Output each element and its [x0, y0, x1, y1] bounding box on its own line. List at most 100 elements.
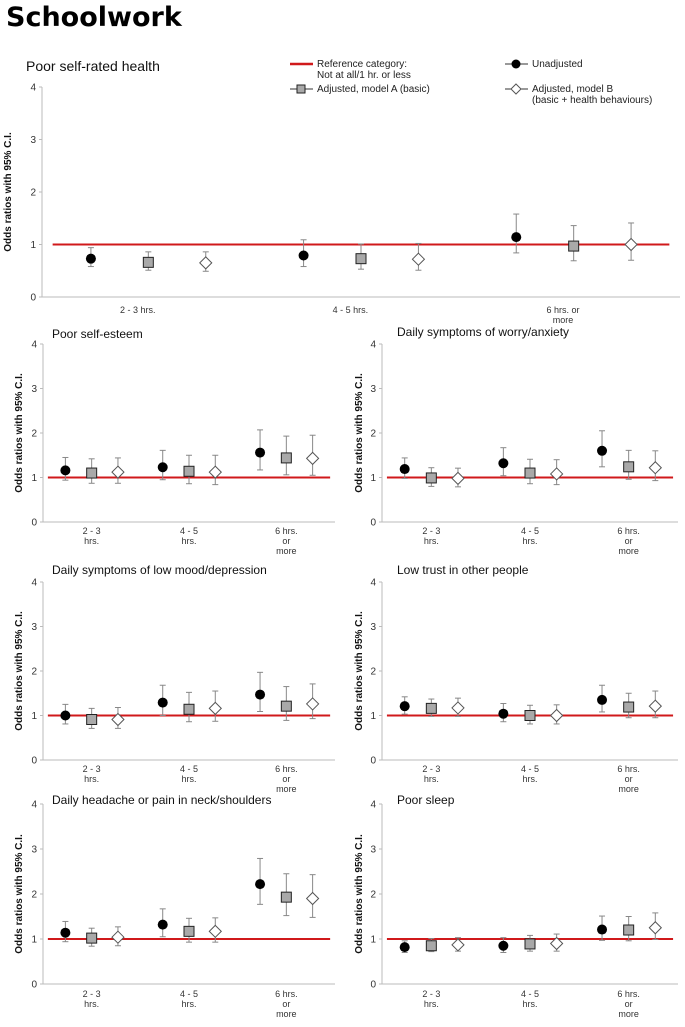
x-category-label: 4 - 5 hrs.: [333, 305, 369, 315]
point-model-a: [86, 467, 98, 479]
point-model-b: [648, 461, 663, 475]
y-tick-label: 2: [31, 667, 37, 678]
x-category-label: 2 - 3: [83, 989, 101, 999]
y-tick-label: 3: [370, 622, 376, 633]
y-axis-label: Odds ratios with 95% C.I.: [354, 834, 365, 954]
y-tick-label: 2: [31, 890, 37, 901]
legend-reference-sublabel: Not at all/1 hr. or less: [317, 70, 411, 81]
point-unadjusted: [60, 465, 71, 476]
point-model-a: [280, 700, 292, 712]
x-category-label: 4 - 5: [180, 764, 198, 774]
model-b-swatch: [510, 83, 522, 95]
y-tick-label: 4: [370, 340, 376, 351]
point-model-b: [648, 921, 663, 935]
x-category-label: 6 hrs.: [275, 989, 298, 999]
y-axis-label: Odds ratios with 95% C.I.: [14, 373, 25, 493]
point-model-b: [451, 701, 465, 715]
x-category-label: 2 - 3: [422, 989, 440, 999]
y-tick-label: 3: [30, 135, 36, 146]
point-unadjusted: [498, 708, 509, 719]
point-unadjusted: [597, 445, 608, 456]
x-category-label: more: [276, 546, 297, 556]
y-tick-label: 1: [31, 711, 37, 722]
point-model-b: [451, 938, 465, 952]
point-model-b: [208, 465, 222, 479]
x-category-label: or: [282, 536, 290, 546]
chart-title: Poor self-esteem: [52, 327, 143, 341]
y-axis-label: Odds ratios with 95% C.I.: [14, 611, 25, 731]
y-tick-label: 4: [31, 340, 37, 351]
y-tick-label: 0: [31, 980, 37, 991]
point-unadjusted: [399, 464, 410, 475]
x-category-label: 4 - 5: [521, 989, 539, 999]
y-tick-label: 0: [31, 756, 37, 767]
x-category-label: hrs.: [84, 536, 99, 546]
x-category-label: hrs.: [181, 536, 196, 546]
point-model-b: [199, 256, 213, 270]
y-tick-label: 2: [30, 188, 36, 199]
y-tick-label: 4: [31, 800, 37, 811]
x-category-label: more: [618, 546, 639, 556]
point-model-b: [549, 708, 564, 723]
point-model-a: [425, 940, 437, 952]
y-tick-label: 3: [31, 845, 37, 856]
y-tick-label: 2: [370, 429, 376, 440]
x-category-label: more: [553, 315, 574, 325]
chart-title: Daily headache or pain in neck/shoulders: [52, 793, 271, 807]
point-model-a: [86, 932, 98, 944]
x-category-label: 4 - 5: [180, 526, 198, 536]
x-category-label: 2 - 3: [422, 526, 440, 536]
x-category-label: more: [276, 784, 297, 794]
chart-title: Poor self-rated health: [26, 58, 160, 74]
y-axis-label: Odds ratios with 95% C.I.: [3, 132, 14, 252]
y-axis-label: Odds ratios with 95% C.I.: [354, 373, 365, 493]
y-tick-label: 4: [30, 83, 36, 94]
point-unadjusted: [255, 689, 266, 700]
y-tick-label: 1: [370, 935, 376, 946]
y-tick-label: 3: [370, 384, 376, 395]
y-tick-label: 3: [31, 622, 37, 633]
point-model-a: [425, 702, 437, 714]
x-category-label: or: [282, 774, 290, 784]
x-category-label: 6 hrs.: [275, 526, 298, 536]
point-model-b: [111, 930, 125, 944]
x-category-label: hrs.: [424, 536, 439, 546]
y-tick-label: 0: [31, 518, 37, 529]
x-category-label: hrs.: [181, 999, 196, 1009]
point-unadjusted: [597, 694, 608, 705]
point-model-b: [305, 891, 320, 906]
point-model-a: [86, 714, 98, 726]
chart-poor-sleep: Poor sleep 0 1 2 3 4 Odds ratios with 95% C.I.…: [354, 793, 678, 1019]
point-unadjusted: [60, 927, 71, 938]
point-unadjusted: [298, 250, 309, 261]
y-tick-label: 0: [370, 756, 376, 767]
chart-title: Poor sleep: [397, 793, 455, 807]
legend-reference-label: Reference category:: [317, 59, 408, 70]
point-unadjusted: [511, 232, 522, 243]
point-unadjusted: [157, 919, 168, 930]
x-category-label: hrs.: [522, 774, 537, 784]
point-unadjusted: [60, 710, 71, 721]
model-a-swatch: [296, 84, 306, 94]
point-unadjusted: [255, 447, 266, 458]
point-model-a: [524, 938, 536, 950]
point-model-b: [451, 471, 465, 486]
y-tick-label: 1: [30, 240, 36, 251]
chart-title: Daily symptoms of worry/anxiety: [397, 325, 569, 339]
point-model-a: [568, 240, 580, 252]
x-category-label: or: [625, 536, 633, 546]
x-category-label: 6 hrs.: [617, 989, 640, 999]
x-category-label: 4 - 5: [521, 764, 539, 774]
point-unadjusted: [399, 942, 410, 953]
y-tick-label: 2: [370, 667, 376, 678]
chart-low-mood-depression: Daily symptoms of low mood/depression 0 1 2…: [14, 563, 335, 794]
y-tick-label: 1: [370, 711, 376, 722]
y-tick-label: 1: [31, 935, 37, 946]
point-unadjusted: [597, 924, 608, 935]
x-category-label: hrs.: [424, 999, 439, 1009]
x-category-label: hrs.: [84, 999, 99, 1009]
y-tick-label: 4: [31, 578, 37, 589]
chart-low-trust: Low trust in other people 0 1 2 3 4 Odds ratio…: [354, 563, 678, 794]
point-model-b: [208, 924, 222, 939]
point-model-b: [648, 699, 663, 713]
